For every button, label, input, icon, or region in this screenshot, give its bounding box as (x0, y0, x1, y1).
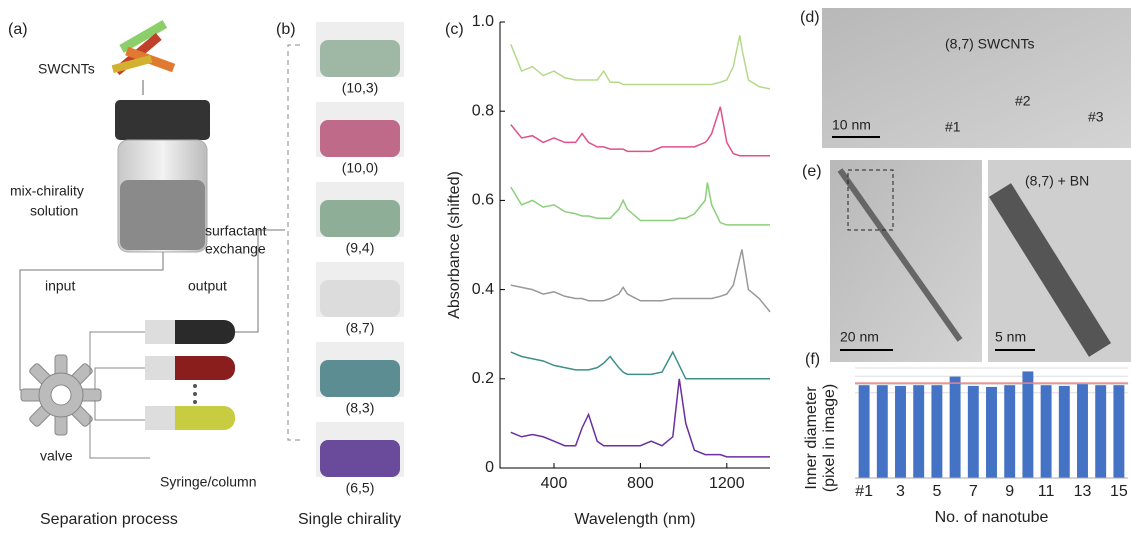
y-axis-label: Absorbance (shifted) (446, 171, 463, 319)
y-axis-label: (pixel in image) (821, 384, 838, 492)
chirality-label: (10,0) (342, 160, 379, 176)
x-tick-label: 5 (932, 483, 941, 500)
y-tick-label: 0.8 (472, 102, 494, 119)
chirality-label: (10,3) (342, 80, 379, 96)
x-tick-label: 3 (896, 483, 905, 500)
chirality-label: (8,3) (346, 400, 375, 416)
bar (1077, 384, 1088, 478)
caption: (8,7) SWCNTs (945, 36, 1034, 52)
bar (1095, 385, 1107, 478)
tube-label: #2 (1015, 93, 1031, 109)
x-axis-label: No. of nanotube (935, 509, 1049, 526)
vial (115, 100, 210, 253)
bar (986, 386, 997, 478)
valve-label: valve (40, 448, 73, 464)
bar (1040, 385, 1052, 478)
tube-label: #3 (1088, 109, 1104, 125)
y-axis-label: Inner diameter (803, 386, 820, 490)
tube-label: #1 (945, 119, 961, 135)
spectrum (510, 35, 771, 90)
connector (89, 331, 150, 459)
swcnts-label: SWCNTs (38, 61, 95, 77)
chirality-label: (6,5) (346, 480, 375, 496)
x-tick-label: 11 (1038, 483, 1055, 500)
y-tick-label: 0.4 (472, 281, 494, 298)
bar (858, 385, 870, 478)
scale-label: 5 nm (995, 329, 1026, 345)
valve-icon (20, 354, 102, 436)
bar (895, 385, 906, 478)
x-tick-label: 13 (1074, 483, 1092, 500)
panel-title: Single chirality (298, 511, 401, 528)
x-tick-label: 15 (1110, 483, 1128, 500)
tube (988, 183, 1112, 357)
exchange-label: exchange (205, 241, 266, 257)
panel-label: (a) (8, 21, 28, 38)
x-axis-label: Wavelength (nm) (574, 511, 695, 528)
spectrum (510, 249, 771, 313)
y-tick-label: 0 (485, 459, 494, 476)
bar (967, 385, 979, 478)
x-tick-label: 400 (541, 475, 568, 492)
chirality-label: (8,7) (346, 320, 375, 336)
syringe-label: Syringe/column (160, 474, 257, 490)
bar (949, 376, 961, 478)
chirality-label: (9,4) (346, 240, 375, 256)
tube (837, 168, 963, 342)
swcnt-icon (111, 20, 176, 76)
vial-liquid (320, 200, 400, 237)
scale-label: 20 nm (840, 329, 879, 345)
syringes (145, 229, 285, 430)
output-label: output (188, 278, 227, 294)
spectrum (510, 106, 770, 157)
x-tick-label: #1 (855, 483, 873, 500)
vial-liquid (320, 40, 400, 77)
bracket (287, 44, 300, 441)
axis (499, 22, 770, 469)
x-tick-label: 1200 (709, 475, 745, 492)
spectrum (510, 182, 770, 226)
tem-image (822, 8, 1131, 148)
scale-label: 10 nm (832, 117, 871, 133)
y-tick-label: 0.6 (472, 192, 494, 209)
x-tick-label: 800 (627, 475, 654, 492)
panel-title: Separation process (40, 511, 178, 528)
panel-label: (f) (805, 351, 820, 368)
bar (931, 385, 943, 478)
panel-label: (c) (445, 21, 464, 38)
bar (1022, 371, 1034, 478)
vial-liquid (320, 120, 400, 157)
panel-label: (e) (802, 163, 822, 180)
caption: (8,7) + BN (1025, 173, 1089, 189)
panel-label: (b) (276, 21, 296, 38)
vial-liquid (320, 440, 400, 477)
bar (1113, 385, 1125, 478)
bar (1058, 385, 1070, 478)
vial-liquid (320, 280, 400, 317)
panel-label: (d) (800, 9, 820, 26)
mix-label: mix-chirality (10, 183, 84, 199)
bar (913, 385, 925, 478)
spectrum (510, 378, 770, 458)
y-tick-label: 0.2 (472, 370, 494, 387)
mix-label: solution (30, 203, 78, 219)
spectrum (510, 350, 770, 380)
y-tick-label: 1.0 (472, 13, 494, 30)
bar (1004, 385, 1016, 478)
bar (876, 385, 888, 478)
x-tick-label: 9 (1005, 483, 1014, 500)
vial-liquid (320, 360, 400, 397)
input-label: input (45, 278, 75, 294)
exchange-label: surfactant (205, 223, 267, 239)
x-tick-label: 7 (969, 483, 978, 500)
zoom-box (847, 169, 894, 231)
